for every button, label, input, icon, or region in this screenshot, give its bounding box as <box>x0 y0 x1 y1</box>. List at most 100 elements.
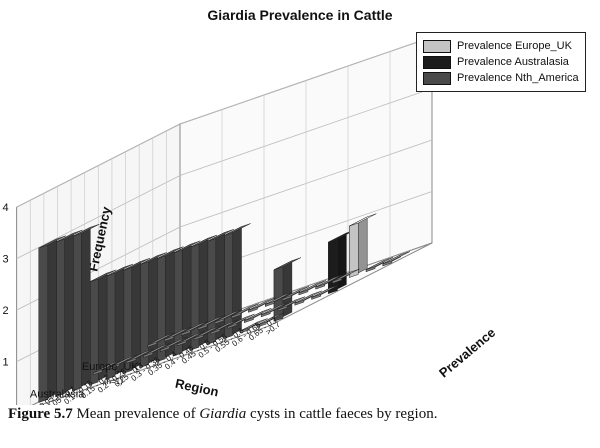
bar-top <box>315 274 343 288</box>
bar <box>231 303 259 319</box>
bar-top <box>126 348 154 362</box>
bar-top <box>248 297 276 311</box>
bar-top <box>273 257 302 271</box>
bar <box>72 223 100 392</box>
caption-text: Mean prevalence of <box>76 406 196 422</box>
bar <box>143 342 171 358</box>
bar <box>176 331 205 347</box>
legend-item: Prevalence Europe_UK <box>423 39 572 53</box>
bar-front <box>273 266 284 322</box>
bar-top <box>181 320 209 334</box>
bar-top <box>265 291 293 305</box>
legend-item: Prevalence Australasia <box>423 55 569 69</box>
bar <box>298 280 327 296</box>
bar-top <box>261 302 289 316</box>
bar <box>227 313 255 329</box>
y-tick-label: 4 <box>3 202 9 214</box>
z-axis-label: Prevalence <box>436 325 498 381</box>
legend-swatch <box>423 55 451 69</box>
bar <box>382 251 411 267</box>
chart-legend: Prevalence Europe_UK Prevalence Australa… <box>416 32 586 92</box>
bar <box>349 213 377 278</box>
bar-top <box>193 325 222 339</box>
bar-top <box>298 280 327 294</box>
bar-top <box>197 315 226 328</box>
legend-item: Prevalence Nth_America <box>423 71 579 85</box>
bar-top <box>231 303 259 317</box>
bar-top <box>349 213 377 227</box>
region-label: Europe_UK <box>82 361 140 373</box>
bar <box>240 318 268 334</box>
bar-top <box>38 235 66 249</box>
bar-top <box>223 223 251 236</box>
chart-title: Giardia Prevalence in Cattle <box>207 7 392 23</box>
bar-top <box>210 319 238 333</box>
bar-front <box>328 238 338 294</box>
bar <box>265 291 293 307</box>
bar <box>189 234 218 351</box>
bar <box>193 325 222 341</box>
bar-top <box>105 263 134 277</box>
bar-top <box>72 223 100 237</box>
bar-front <box>38 244 49 403</box>
bar-top <box>365 257 394 270</box>
bar <box>164 326 192 342</box>
bar <box>92 360 121 376</box>
bar <box>55 229 83 398</box>
bar <box>248 297 276 313</box>
bar-top <box>240 318 268 332</box>
x-axis-label: Region <box>174 376 220 400</box>
caption-text-end: cysts in cattle faeces by region. <box>250 406 438 422</box>
bar-top <box>93 360 121 374</box>
bar <box>206 229 234 345</box>
bar-top <box>206 229 234 242</box>
y-tick-label: 1 <box>3 357 9 369</box>
bar-front <box>349 222 359 278</box>
bar-top <box>173 240 201 254</box>
bar-top <box>164 326 192 340</box>
bar-top <box>147 332 175 346</box>
bar-top <box>189 234 218 248</box>
bar <box>332 268 360 284</box>
legend-label: Prevalence Australasia <box>457 56 569 68</box>
bar <box>311 284 339 300</box>
bar-top <box>244 308 272 321</box>
bar-top <box>294 290 322 304</box>
legend-label: Prevalence Nth_America <box>457 72 579 84</box>
legend-label: Prevalence Europe_UK <box>457 40 572 52</box>
bar <box>294 290 322 306</box>
bar-top <box>311 284 339 298</box>
bar <box>126 348 154 364</box>
chart-3d-bar: Giardia Prevalence in Cattle01234Frequen… <box>3 7 498 405</box>
bar <box>172 240 201 357</box>
bar <box>281 286 310 302</box>
y-tick-label: 2 <box>3 305 9 317</box>
bar <box>156 246 184 363</box>
bar-top <box>277 296 306 310</box>
bar <box>260 302 289 318</box>
caption-italic: Giardia <box>199 406 247 422</box>
bar-top <box>281 286 310 299</box>
bar <box>197 315 226 331</box>
bar-top <box>214 309 243 323</box>
bar <box>214 309 243 325</box>
bar <box>244 308 272 324</box>
bar <box>181 320 209 336</box>
bar-top <box>55 229 83 243</box>
bar-top <box>109 354 138 368</box>
bar-top <box>382 251 411 265</box>
bar <box>38 235 66 403</box>
bar <box>122 258 150 374</box>
region-label: Australasia <box>30 389 85 401</box>
bar-top <box>160 337 188 350</box>
legend-swatch <box>423 39 451 53</box>
bar <box>160 337 188 353</box>
bar-top <box>177 331 205 345</box>
bar-top <box>143 342 171 356</box>
bin-label: 0 - 0.05 <box>29 394 56 405</box>
figure-caption: Figure 5.7 Mean prevalence of Giardia cy… <box>8 406 593 423</box>
bar-top <box>89 269 117 283</box>
figure-label: Figure 5.7 <box>8 406 73 422</box>
region-n-label: (n=1) <box>104 377 123 386</box>
